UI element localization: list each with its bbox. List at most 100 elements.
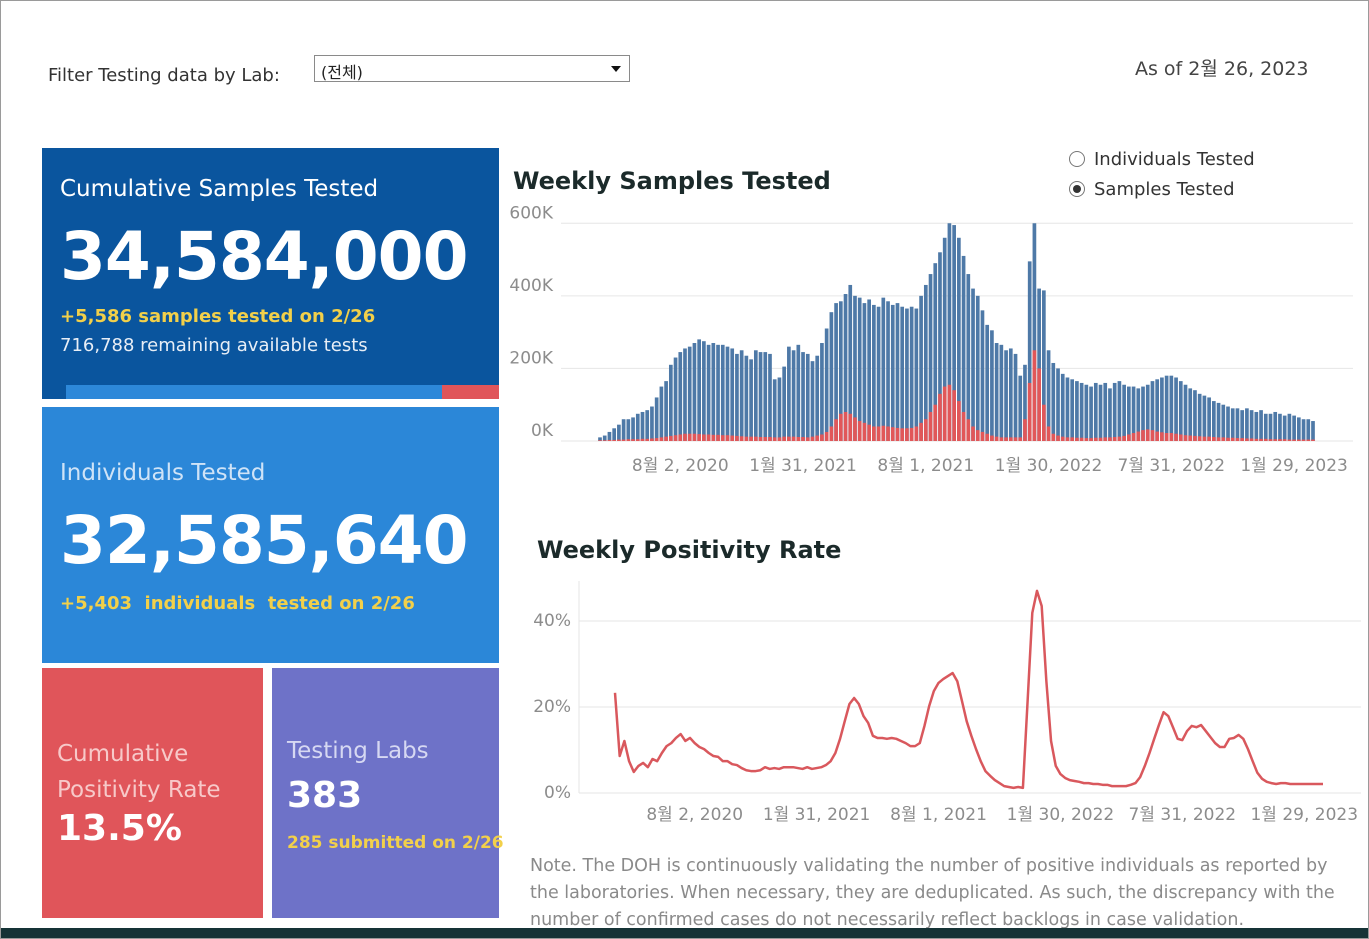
footer-bar: [1, 928, 1368, 938]
bar: [1046, 350, 1051, 441]
chart-title: Weekly Positivity Rate: [537, 536, 841, 564]
bar: [602, 435, 607, 441]
bar: [1230, 408, 1235, 441]
bar: [631, 417, 635, 441]
bar: [697, 339, 702, 441]
bar: [659, 386, 664, 441]
bar: [692, 433, 697, 441]
bar: [1202, 436, 1207, 441]
bar: [1112, 437, 1117, 441]
bar: [1202, 395, 1207, 441]
bar: [1311, 421, 1315, 441]
bar: [1122, 384, 1126, 441]
bar: [1018, 375, 1023, 441]
bar: [1259, 438, 1263, 441]
bar: [1103, 437, 1108, 441]
bar: [796, 344, 801, 441]
bar: [867, 299, 871, 441]
bar: [1127, 386, 1131, 441]
dropdown-arrow[interactable]: [611, 66, 621, 72]
bar: [1093, 437, 1098, 441]
card-title: Individuals Tested: [60, 460, 266, 486]
bar: [1136, 388, 1141, 441]
bar: [1282, 415, 1287, 441]
bar: [862, 422, 867, 441]
bar: [1141, 386, 1145, 441]
radio-option[interactable]: Samples Tested: [1069, 179, 1235, 200]
bar: [753, 436, 758, 441]
bar: [923, 419, 928, 441]
bar: [1240, 438, 1245, 441]
bar: [725, 435, 730, 441]
lab-dropdown[interactable]: (전체): [314, 55, 630, 82]
bar: [853, 417, 857, 441]
radio-dot[interactable]: [1069, 151, 1085, 167]
bar: [720, 344, 725, 441]
radio-label[interactable]: Samples Tested: [1094, 179, 1235, 200]
bar: [1060, 436, 1065, 441]
x-tick-label: 1월 30, 2022: [995, 456, 1103, 476]
x-tick-label: 8월 1, 2021: [877, 456, 974, 476]
bar: [692, 343, 697, 441]
bar: [744, 355, 749, 441]
bar: [1296, 417, 1301, 441]
x-tick-label: 8월 2, 2020: [632, 456, 729, 476]
bar: [905, 428, 909, 441]
bar: [985, 433, 990, 441]
bar: [1108, 388, 1112, 441]
bar: [942, 386, 947, 441]
bar: [768, 353, 772, 441]
bar: [1089, 386, 1093, 441]
dropdown-value[interactable]: (전체): [321, 63, 363, 82]
bar: [928, 411, 933, 441]
bar: [1268, 439, 1273, 441]
bar: [919, 295, 923, 441]
bar: [1301, 439, 1306, 441]
radio-dot[interactable]: [1069, 181, 1085, 197]
bar: [867, 424, 871, 441]
bar: [1259, 410, 1263, 441]
bar: [815, 435, 820, 441]
bar: [1079, 382, 1084, 441]
bar: [1282, 439, 1287, 441]
bar: [994, 436, 999, 441]
card-title: Cumulative Positivity Rate: [57, 741, 221, 803]
bar: [957, 401, 961, 441]
bar: [1240, 410, 1245, 441]
bar: [857, 421, 862, 441]
bar: [1056, 368, 1060, 441]
labs-card: Testing Labs 383 285 submitted on 2/26: [272, 668, 504, 918]
bar: [617, 439, 621, 441]
bar: [1075, 437, 1079, 441]
x-tick-label: 1월 31, 2021: [749, 456, 857, 476]
bar: [1136, 431, 1141, 441]
bar: [1178, 434, 1183, 441]
positivity-card: Cumulative Positivity Rate 13.5%: [42, 668, 263, 918]
bar: [1278, 439, 1282, 441]
bar: [706, 344, 711, 441]
bar: [1230, 437, 1235, 441]
bar: [1032, 350, 1037, 441]
bar: [1235, 438, 1240, 441]
bar: [1235, 408, 1240, 441]
bar: [1023, 419, 1027, 441]
bar: [735, 353, 739, 441]
bar: [1169, 433, 1174, 441]
bar: [1160, 377, 1164, 441]
bar: [1004, 350, 1008, 441]
bar: [753, 350, 758, 441]
bar: [1117, 381, 1122, 441]
bar: [990, 435, 994, 441]
bar: [1254, 411, 1259, 441]
bar: [1287, 413, 1292, 441]
bar: [1103, 382, 1108, 441]
radio-label[interactable]: Individuals Tested: [1094, 149, 1255, 170]
bar: [1093, 382, 1098, 441]
bar: [640, 411, 645, 441]
bar: [763, 437, 768, 441]
card-value: 32,585,640: [60, 502, 469, 579]
bar: [1155, 379, 1160, 441]
bar: [654, 438, 659, 441]
radio-option[interactable]: Individuals Tested: [1069, 149, 1255, 170]
bar: [607, 439, 612, 441]
